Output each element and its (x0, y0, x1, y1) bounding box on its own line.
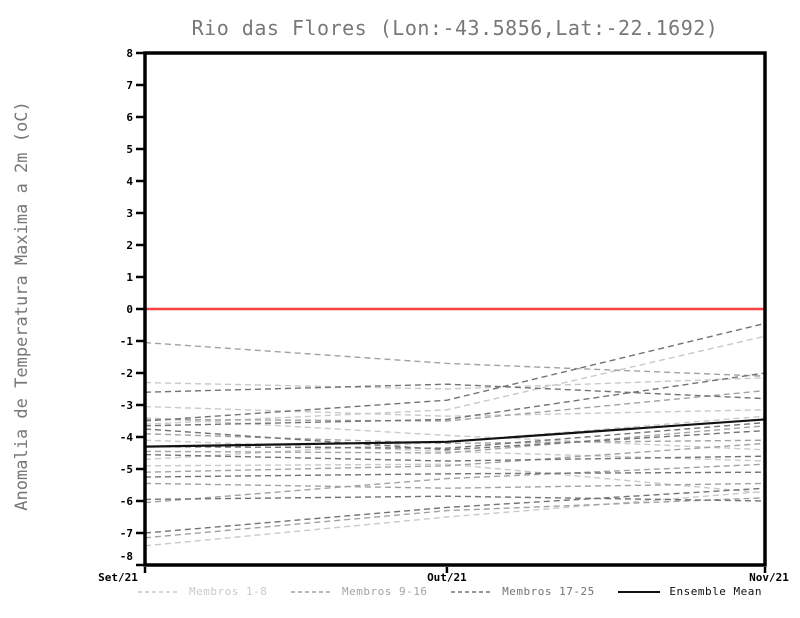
y-tick-label-8: 8 (126, 47, 133, 60)
y-tick-label-0: 0 (126, 303, 133, 316)
member-line-g2-6 (144, 482, 766, 489)
y-tick-label--2: -2 (120, 367, 133, 380)
y-tick-label--4: -4 (120, 431, 134, 444)
legend-dashed-line-sample (138, 590, 180, 593)
ensemble-mean-line (144, 418, 766, 448)
member-line-g3-5 (144, 421, 766, 449)
member-line-g1-8 (144, 490, 766, 547)
y-tick-label-1: 1 (126, 271, 133, 284)
y-tick-label--1: -1 (120, 335, 134, 348)
member-line-g3-8 (144, 495, 766, 502)
member-line-g2-8 (144, 497, 766, 539)
member-line-g1-7 (144, 463, 766, 494)
member-line-g3-4 (144, 428, 766, 451)
member-line-g3-1 (144, 383, 766, 400)
member-lines (144, 322, 766, 547)
plot-frame (143, 51, 767, 567)
member-line-g3-3 (144, 372, 766, 427)
legend-solid-line-sample (618, 590, 661, 593)
chart-legend: Membros 1-8 Membros 9-16 Membros 17-25 Ense… (138, 585, 762, 598)
member-line-g3-2 (144, 322, 766, 422)
member-line-g2-3 (144, 433, 766, 445)
y-tick-label--6: -6 (120, 495, 134, 508)
legend-label: Membros 9-16 (342, 585, 428, 598)
member-line-g3-6 (144, 453, 766, 462)
x-tick-label-Set/21: Set/21 (98, 571, 138, 584)
x-tick-label-Out/21: Out/21 (427, 571, 467, 584)
member-line-g3-7 (144, 471, 766, 478)
y-tick-label--5: -5 (120, 463, 133, 476)
x-axis-ticks: Set/21 Out/21 Nov/21 (98, 567, 789, 584)
member-line-g2-2 (144, 389, 766, 422)
member-line-g2-1 (144, 341, 766, 377)
y-tick-label-6: 6 (126, 111, 133, 124)
legend-item-4: Ensemble Mean (618, 585, 762, 598)
y-tick-label-4: 4 (126, 175, 133, 188)
legend-dashed-line-sample (291, 590, 334, 593)
member-line-g2-5 (144, 442, 766, 473)
legend-item-2: Membros 9-16 (291, 585, 427, 598)
y-tick-label-7: 7 (126, 79, 133, 92)
member-line-g3-9 (144, 487, 766, 534)
legend-item-3: Membros 17-25 (451, 585, 595, 598)
legend-label: Membros 17-25 (502, 585, 595, 598)
x-tick-label-Nov/21: Nov/21 (749, 571, 789, 584)
member-line-g1-1 (144, 377, 766, 390)
y-tick-label-5: 5 (126, 143, 133, 156)
y-tick-label-2: 2 (126, 239, 133, 252)
chart-title: Rio das Flores (Lon:-43.5856,Lat:-22.169… (191, 16, 719, 40)
y-tick-label--8: -8 (120, 550, 133, 563)
legend-item-1: Membros 1-8 (138, 585, 267, 598)
legend-dashed-line-sample (451, 590, 494, 593)
y-tick-label--3: -3 (120, 399, 133, 412)
legend-label: Membros 1-8 (189, 585, 268, 598)
member-line-g2-4 (144, 425, 766, 454)
y-tick-label-3: 3 (126, 207, 133, 220)
member-line-g1-2 (144, 405, 766, 417)
y-tick-label--7: -7 (120, 527, 133, 540)
member-line-g2-7 (144, 463, 766, 504)
y-axis-ticks: -8 -7 -6 -5 -4 -3 -2 -1 0 1 2 3 4 5 6 7 8 (120, 47, 144, 567)
legend-label: Ensemble Mean (669, 585, 762, 598)
